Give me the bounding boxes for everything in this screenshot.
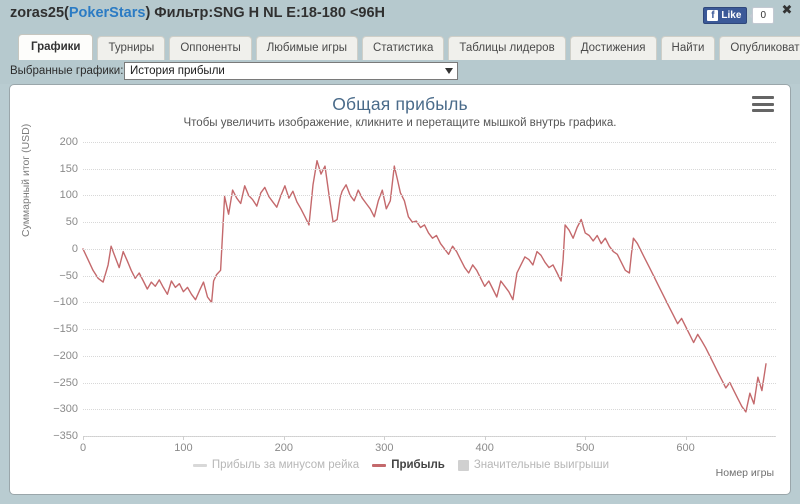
- tab-bar: Графики Турниры Оппоненты Любимые игры С…: [0, 30, 800, 60]
- gridline: [83, 222, 776, 224]
- facebook-like-count: 0: [749, 7, 774, 24]
- facebook-icon: f: [707, 10, 719, 21]
- x-tick-mark: [685, 436, 687, 440]
- tab-grafiki[interactable]: Графики: [18, 34, 94, 60]
- tab-label: Любимые игры: [266, 42, 347, 54]
- legend-label: Значительные выигрыши: [473, 459, 610, 471]
- y-tick-label: −150: [53, 323, 78, 336]
- legend-line-icon: [192, 463, 207, 467]
- page-title: zoras25(PokerStars) Фильтр:SNG H NL E:18…: [10, 5, 385, 21]
- gridline: [83, 195, 776, 197]
- username: zoras25: [10, 5, 65, 21]
- x-tick-mark: [183, 436, 185, 440]
- tab-opponenty[interactable]: Оппоненты: [169, 36, 252, 60]
- tab-label: Опубликовать: [730, 42, 800, 54]
- x-tick-mark: [585, 436, 587, 440]
- gridline: [83, 436, 776, 437]
- chart-legend: Прибыль за минусом рейка Прибыль Значите…: [10, 459, 790, 471]
- top-header-bar: zoras25(PokerStars) Фильтр:SNG H NL E:18…: [0, 0, 800, 30]
- burger-bar-2: [752, 102, 774, 106]
- y-tick-label: −100: [53, 296, 78, 309]
- gridline: [83, 382, 776, 384]
- filter-text: Фильтр:SNG H NL E:18-180 <96H: [150, 5, 386, 21]
- gridline: [83, 409, 776, 411]
- tab-label: Графики: [31, 41, 81, 53]
- gridline: [83, 329, 776, 331]
- x-tick-mark: [83, 436, 84, 440]
- facebook-like-label: Like: [721, 10, 742, 21]
- gridline: [83, 248, 776, 250]
- data-series-svg: [82, 159, 767, 413]
- x-tick-label: 600: [676, 442, 695, 454]
- y-tick-label: 50: [65, 216, 78, 229]
- tab-turniry[interactable]: Турниры: [97, 36, 166, 60]
- controls-row: Выбранные графики: История прибыли: [0, 60, 800, 84]
- x-tick-label: 0: [79, 442, 87, 454]
- x-tick-mark: [283, 436, 285, 440]
- plot-area[interactable]: Суммарный итог (USD) 200 150 100 50 0 −50 −100…: [10, 85, 790, 494]
- chart-subtitle: Чтобы увеличить изображение, кликните и …: [183, 117, 617, 129]
- tab-label: Найти: [671, 42, 705, 54]
- burger-bar-1: [752, 96, 774, 99]
- tab-label: Достижения: [580, 42, 646, 54]
- facebook-like-button[interactable]: f Like: [703, 7, 748, 24]
- y-tick-label: −50: [59, 269, 78, 282]
- burger-bar-3: [752, 109, 774, 112]
- chart-panel: Общая прибыль Чтобы увеличить изображени…: [9, 84, 791, 495]
- tab-label: Турниры: [108, 42, 155, 54]
- tab-najti[interactable]: Найти: [660, 36, 716, 60]
- y-tick-label: 0: [71, 242, 78, 255]
- tab-statistika[interactable]: Статистика: [361, 36, 445, 60]
- y-tick-label: −250: [53, 376, 78, 389]
- tab-lyubimye-igry[interactable]: Любимые игры: [255, 36, 358, 60]
- y-axis-ticks: 200 150 100 50 0 −50 −100 −150 −200 −250 −300 −350: [28, 85, 78, 494]
- graph-select-dropdown[interactable]: История прибыли: [124, 62, 458, 80]
- site-name: PokerStars: [68, 5, 146, 21]
- gridline: [83, 302, 776, 304]
- legend-item-profit[interactable]: Прибыль: [372, 459, 445, 471]
- paren-open: (: [64, 5, 69, 21]
- legend-label: Прибыль: [391, 459, 445, 471]
- y-tick-label: −300: [53, 403, 78, 416]
- y-tick-label: −350: [53, 430, 78, 442]
- close-icon[interactable]: ✖: [781, 2, 793, 17]
- gridline: [83, 355, 776, 357]
- x-tick-label: 100: [174, 442, 193, 454]
- x-tick-label: 400: [475, 442, 494, 454]
- y-tick-label: 200: [59, 136, 78, 148]
- x-axis-title: Номер игры: [715, 467, 774, 479]
- tab-dostizheniya[interactable]: Достижения: [569, 36, 657, 60]
- legend-box-icon: [457, 459, 469, 471]
- gridline: [83, 275, 776, 277]
- x-tick-label: 500: [575, 442, 595, 454]
- x-tick-label: 200: [274, 442, 294, 454]
- tab-label: Оппоненты: [180, 42, 241, 54]
- tab-opublikovat[interactable]: Опубликовать: [719, 36, 800, 60]
- tab-tablicy-liderov[interactable]: Таблицы лидеров: [448, 36, 566, 60]
- graph-select-value: История прибыли: [130, 65, 225, 77]
- x-tick-mark: [384, 436, 386, 440]
- x-tick-mark: [484, 436, 486, 440]
- paren-close: ): [145, 5, 151, 21]
- x-tick-label: 300: [375, 442, 394, 454]
- gridline: [83, 142, 776, 143]
- x-axis-ticks: 0 100 200 300 400 500 600: [10, 442, 790, 458]
- hamburger-menu-icon[interactable]: [752, 96, 774, 112]
- legend-item-significant-wins[interactable]: Значительные выигрыши: [457, 459, 610, 471]
- y-tick-label: −200: [53, 349, 78, 362]
- graph-select-label: Выбранные графики:: [10, 65, 124, 77]
- legend-line-icon: [372, 463, 387, 467]
- y-tick-label: 100: [59, 189, 78, 202]
- legend-label: Прибыль за минусом рейка: [211, 459, 360, 471]
- facebook-like-widget[interactable]: f Like 0: [703, 7, 774, 24]
- gridline: [83, 168, 776, 170]
- tab-label: Таблицы лидеров: [459, 42, 555, 54]
- y-tick-label: 150: [59, 162, 78, 175]
- legend-item-profit-minus-rake[interactable]: Прибыль за минусом рейка: [192, 459, 360, 471]
- tab-label: Статистика: [372, 42, 434, 54]
- chevron-down-icon: [445, 68, 453, 74]
- tab-list: Графики Турниры Оппоненты Любимые игры С…: [18, 34, 800, 60]
- chart-title: Общая прибыль: [332, 94, 468, 114]
